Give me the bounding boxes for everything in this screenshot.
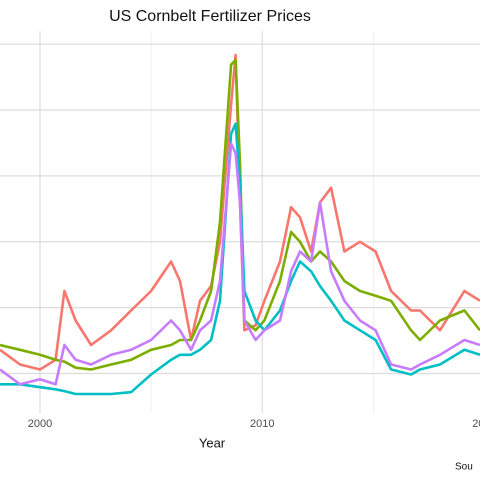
caption: Sou [455,462,473,473]
x-axis-label: Year [199,435,226,450]
x-tick-label: 2000 [28,418,52,430]
series-line [0,142,480,386]
series-line [0,122,480,396]
x-tick-label: 2020 [472,418,480,430]
x-tick-label: 2010 [250,418,274,430]
series-line [0,58,480,371]
chart-title: US Cornbelt Fertilizer Prices [109,8,311,25]
